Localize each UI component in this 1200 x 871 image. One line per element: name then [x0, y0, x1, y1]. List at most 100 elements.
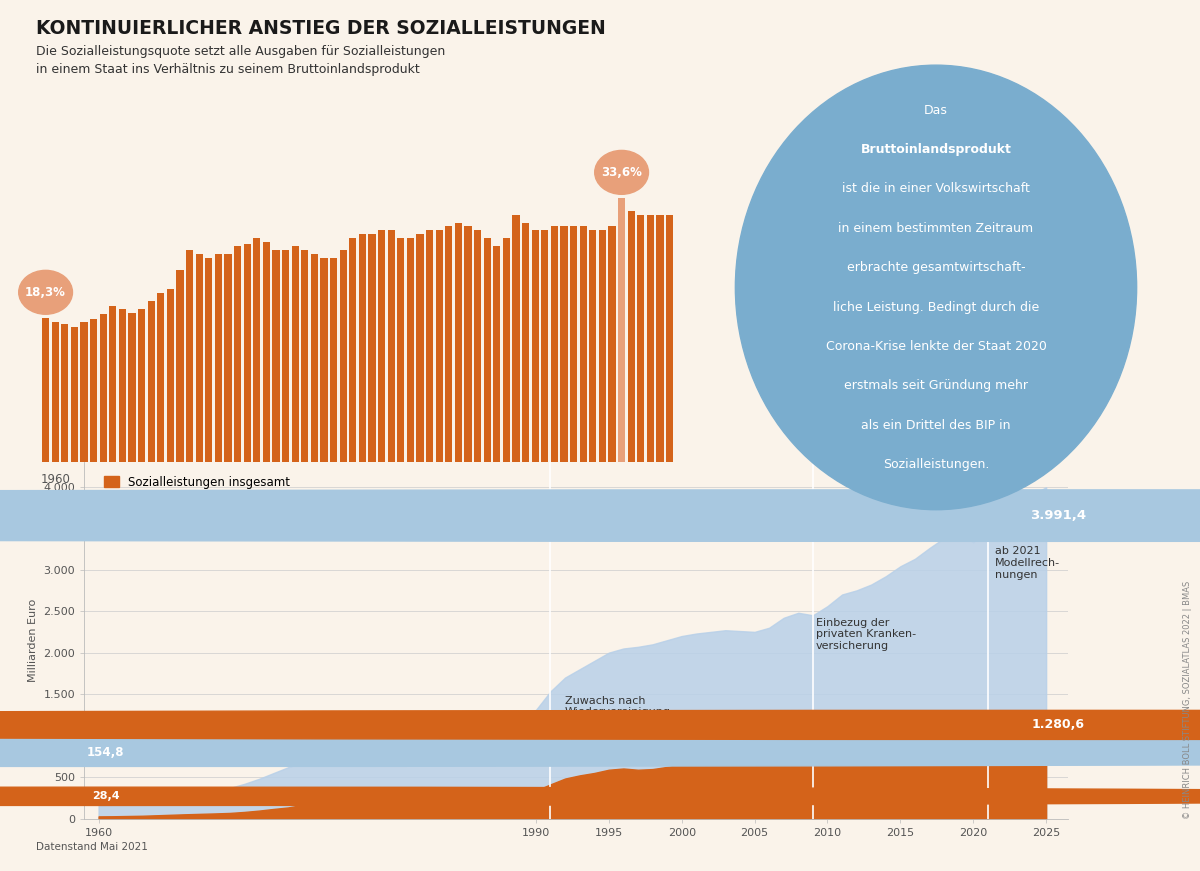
Text: Sozialleistungen.: Sozialleistungen. — [883, 458, 989, 471]
Text: liche Leistung. Bedingt durch die: liche Leistung. Bedingt durch die — [833, 300, 1039, 314]
Y-axis label: Milliarden Euro: Milliarden Euro — [28, 598, 37, 682]
Bar — [407, 239, 414, 462]
Bar — [128, 313, 136, 462]
Circle shape — [0, 711, 1200, 739]
Text: 33,6%: 33,6% — [601, 165, 642, 179]
Ellipse shape — [736, 65, 1136, 510]
Bar — [196, 254, 203, 462]
Bar — [359, 234, 366, 462]
Bar — [455, 223, 462, 462]
Bar — [138, 309, 145, 462]
Text: 28,4: 28,4 — [92, 792, 120, 801]
Text: 3.991,4: 3.991,4 — [1030, 510, 1086, 522]
Bar — [176, 270, 184, 462]
Bar — [666, 215, 673, 462]
Bar — [503, 239, 510, 462]
Bar — [560, 226, 568, 462]
Bar — [263, 242, 270, 462]
Text: Datenstand Mai 2021: Datenstand Mai 2021 — [36, 842, 148, 852]
Bar — [436, 230, 443, 462]
Bar — [570, 226, 577, 462]
Text: 1.280,6: 1.280,6 — [1031, 719, 1085, 732]
Text: Corona-Krise lenkte der Staat 2020: Corona-Krise lenkte der Staat 2020 — [826, 340, 1046, 353]
Bar — [484, 239, 491, 462]
Text: Bruttoinlandsprodukt: Bruttoinlandsprodukt — [860, 143, 1012, 156]
Bar — [628, 211, 635, 462]
Bar — [80, 322, 88, 462]
Bar — [580, 226, 587, 462]
Bar — [493, 246, 500, 462]
Bar — [445, 226, 452, 462]
Bar — [340, 250, 347, 462]
Bar — [330, 258, 337, 462]
Bar — [186, 250, 193, 462]
Circle shape — [0, 490, 1200, 542]
Bar — [311, 254, 318, 462]
Bar — [551, 226, 558, 462]
Circle shape — [0, 787, 1200, 806]
Text: ist die in einer Volkswirtschaft: ist die in einer Volkswirtschaft — [842, 182, 1030, 195]
Bar — [320, 258, 328, 462]
Bar — [42, 318, 49, 462]
Text: Das: Das — [924, 104, 948, 117]
Text: Zuwachs nach
Wiedervereinigung: Zuwachs nach Wiedervereinigung — [565, 696, 671, 718]
Bar — [426, 230, 433, 462]
Text: in einem bestimmten Zeitraum: in einem bestimmten Zeitraum — [839, 222, 1033, 235]
Bar — [647, 215, 654, 462]
Text: erstmals seit Gründung mehr: erstmals seit Gründung mehr — [844, 380, 1028, 393]
Text: SOZIALLEISTUNGSQUOTE: SOZIALLEISTUNGSQUOTE — [268, 474, 457, 486]
Bar — [282, 250, 289, 462]
Bar — [656, 215, 664, 462]
Text: KONTINUIERLICHER ANSTIEG DER SOZIALLEISTUNGEN: KONTINUIERLICHER ANSTIEG DER SOZIALLEIST… — [36, 19, 606, 38]
Bar — [532, 230, 539, 462]
Bar — [618, 199, 625, 462]
Bar — [608, 226, 616, 462]
Text: als ein Drittel des BIP in: als ein Drittel des BIP in — [862, 419, 1010, 432]
Bar — [119, 309, 126, 462]
Bar — [90, 319, 97, 462]
Bar — [388, 230, 395, 462]
Bar — [599, 230, 606, 462]
Bar — [349, 239, 356, 462]
Text: 18,3%: 18,3% — [25, 286, 66, 299]
Bar — [224, 254, 232, 462]
Text: 2025: 2025 — [644, 474, 674, 486]
Bar — [292, 246, 299, 462]
Bar — [522, 223, 529, 462]
Circle shape — [19, 270, 72, 314]
Bar — [109, 307, 116, 462]
Text: ab 2021
Modellrech-
nungen: ab 2021 Modellrech- nungen — [995, 546, 1061, 579]
Bar — [61, 325, 68, 462]
Bar — [301, 250, 308, 462]
Bar — [215, 254, 222, 462]
Bar — [205, 258, 212, 462]
Text: 1960: 1960 — [41, 474, 71, 486]
Text: Einbezug der
privaten Kranken-
versicherung: Einbezug der privaten Kranken- versicher… — [816, 618, 916, 651]
Circle shape — [0, 739, 1200, 766]
Legend: Sozialleistungen insgesamt, Bruttoinlandsprodukt: Sozialleistungen insgesamt, Bruttoinland… — [100, 471, 295, 512]
Text: 154,8: 154,8 — [88, 746, 125, 759]
Text: Die Sozialleistungsquote setzt alle Ausgaben für Sozialleistungen
in einem Staat: Die Sozialleistungsquote setzt alle Ausg… — [36, 45, 445, 77]
Circle shape — [595, 151, 648, 194]
Bar — [541, 230, 548, 462]
Bar — [167, 289, 174, 462]
Bar — [52, 322, 59, 462]
Bar — [637, 215, 644, 462]
Bar — [397, 239, 404, 462]
Text: © HEINRICH BOLL STIFTUNG, SOZIALATLAS 2022 | BMAS: © HEINRICH BOLL STIFTUNG, SOZIALATLAS 20… — [1183, 580, 1192, 819]
Bar — [234, 246, 241, 462]
Bar — [157, 294, 164, 462]
Bar — [148, 301, 155, 462]
Bar — [71, 327, 78, 462]
Bar — [589, 230, 596, 462]
Bar — [272, 250, 280, 462]
Bar — [100, 314, 107, 462]
Bar — [464, 226, 472, 462]
Bar — [253, 239, 260, 462]
Bar — [474, 230, 481, 462]
Bar — [244, 244, 251, 462]
Text: erbrachte gesamtwirtschaft-: erbrachte gesamtwirtschaft- — [847, 261, 1025, 274]
Bar — [378, 230, 385, 462]
Bar — [416, 234, 424, 462]
Bar — [368, 234, 376, 462]
